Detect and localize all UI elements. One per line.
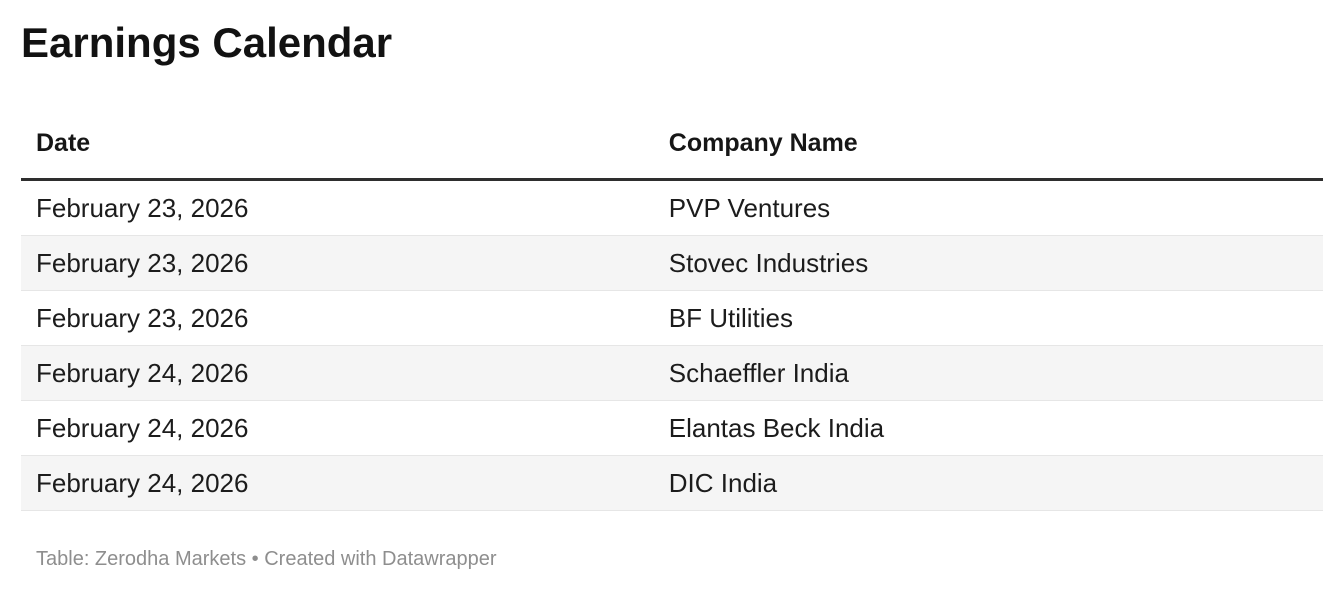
date-cell: February 23, 2026 (21, 235, 654, 292)
column-header-company-name: Company Name (653, 99, 1323, 182)
table-row: February 23, 2026 PVP Ventures (21, 179, 1323, 237)
table-row: February 24, 2026 Schaeffler India (21, 345, 1323, 402)
table-row: February 24, 2026 DIC India (21, 455, 1323, 512)
table-header-row: Date Company Name (21, 99, 1323, 182)
table-row: February 23, 2026 BF Utilities (21, 290, 1323, 347)
company-cell: Stovec Industries (653, 235, 1323, 292)
date-cell: February 23, 2026 (21, 290, 654, 347)
table-attribution: Table: Zerodha Markets • Created with Da… (36, 548, 497, 571)
company-cell: DIC India (653, 455, 1323, 512)
company-cell: BF Utilities (653, 290, 1323, 347)
page-title: Earnings Calendar (21, 19, 393, 66)
date-cell: February 24, 2026 (21, 400, 654, 457)
date-cell: February 23, 2026 (21, 179, 654, 237)
date-cell: February 24, 2026 (21, 345, 654, 402)
company-cell: PVP Ventures (653, 179, 1323, 237)
column-header-date: Date (21, 99, 654, 182)
earnings-table: Date Company Name February 23, 2026 PVP … (21, 99, 1323, 512)
company-cell: Schaeffler India (653, 345, 1323, 402)
table-row: February 24, 2026 Elantas Beck India (21, 400, 1323, 457)
date-cell: February 24, 2026 (21, 455, 654, 512)
company-cell: Elantas Beck India (653, 400, 1323, 457)
table-row: February 23, 2026 Stovec Industries (21, 235, 1323, 292)
